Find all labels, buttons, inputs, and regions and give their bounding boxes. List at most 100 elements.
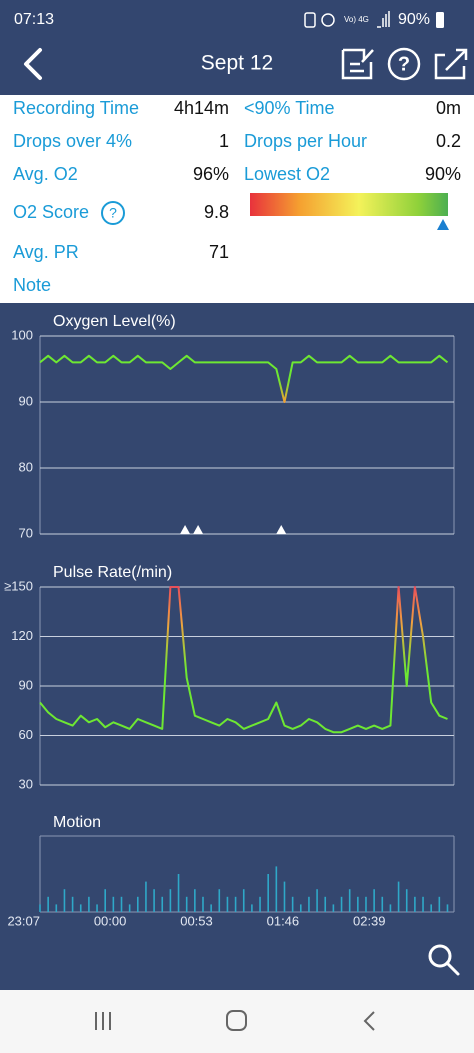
motion-bar bbox=[226, 896, 229, 912]
stat-value: 90% bbox=[425, 164, 461, 184]
y-tick-label: 120 bbox=[11, 628, 33, 643]
stat-label: Note bbox=[13, 275, 51, 295]
motion-bar bbox=[218, 889, 221, 912]
clock: 07:13 bbox=[14, 11, 54, 28]
motion-bar bbox=[185, 896, 188, 912]
motion-bar bbox=[291, 896, 294, 912]
nav-recents[interactable] bbox=[95, 1012, 111, 1030]
share-button[interactable] bbox=[434, 48, 468, 80]
motion-bar bbox=[251, 904, 253, 912]
motion-bar bbox=[120, 896, 123, 912]
note-button[interactable] bbox=[341, 48, 374, 80]
chart-title: Pulse Rate(/min) bbox=[53, 564, 172, 581]
y-tick-label: 100 bbox=[11, 327, 33, 342]
svg-text:?: ? bbox=[109, 205, 117, 221]
motion-bar bbox=[397, 881, 400, 912]
stat-label: Recording Time bbox=[13, 98, 139, 118]
motion-bar bbox=[357, 896, 359, 912]
stat-label: Lowest O2 bbox=[244, 164, 330, 184]
status-icons bbox=[304, 11, 390, 28]
motion-bar bbox=[267, 874, 269, 912]
back-button[interactable] bbox=[24, 48, 42, 80]
motion-bar bbox=[63, 889, 66, 912]
motion-bar bbox=[348, 889, 351, 912]
stat-value: 4h14m bbox=[174, 98, 229, 118]
y-tick-label: ≥150 bbox=[4, 578, 33, 593]
header-title: Sept 12 bbox=[201, 52, 273, 75]
o2-score-help[interactable]: ? bbox=[101, 201, 125, 225]
chart-title: Oxygen Level(%) bbox=[53, 313, 176, 330]
svg-text:?: ? bbox=[398, 53, 410, 75]
motion-bar bbox=[169, 889, 172, 912]
battery-icon bbox=[436, 12, 444, 28]
motion-bar bbox=[96, 904, 98, 912]
motion-bar bbox=[234, 896, 237, 912]
motion-bar bbox=[47, 896, 49, 912]
motion-bar bbox=[145, 881, 147, 912]
stat-label: Drops over 4% bbox=[13, 131, 132, 151]
o2-color-scale bbox=[250, 193, 448, 216]
motion-bar bbox=[112, 896, 115, 912]
motion-bar bbox=[283, 881, 286, 912]
y-tick-label: 80 bbox=[19, 459, 33, 474]
stat-label: <90% Time bbox=[244, 98, 335, 118]
motion-bar bbox=[128, 904, 131, 912]
motion-bar bbox=[438, 896, 441, 912]
motion-bar bbox=[259, 896, 261, 912]
motion-bar bbox=[373, 889, 375, 912]
stat-value: 1 bbox=[219, 131, 229, 151]
nav-home[interactable] bbox=[226, 1010, 247, 1031]
y-tick-label: 90 bbox=[19, 677, 33, 692]
motion-bar bbox=[446, 904, 449, 912]
motion-bar bbox=[71, 896, 74, 912]
motion-bar bbox=[39, 904, 41, 912]
drop-marker bbox=[180, 525, 191, 534]
help-button[interactable]: ? bbox=[387, 47, 421, 81]
stats: Recording Time 4h14m Drops over 4% 1 Avg. O2… bbox=[13, 98, 461, 295]
series-line bbox=[39, 354, 449, 403]
stat-label: Drops per Hour bbox=[244, 131, 367, 151]
motion-bar bbox=[389, 904, 392, 912]
nav-back[interactable] bbox=[363, 1011, 375, 1031]
motion-bar bbox=[332, 904, 335, 912]
drop-marker bbox=[193, 525, 204, 534]
zoom-button[interactable] bbox=[428, 944, 460, 976]
scale-pointer bbox=[437, 219, 449, 230]
motion-bar bbox=[275, 866, 278, 912]
stat-label: Avg. O2 bbox=[13, 164, 78, 184]
motion-bar bbox=[177, 874, 180, 912]
motion-bar bbox=[381, 896, 384, 912]
y-tick-label: 30 bbox=[19, 776, 33, 791]
stat-value: 0.2 bbox=[436, 131, 461, 151]
stat-value: 96% bbox=[193, 164, 229, 184]
motion-bar bbox=[136, 896, 139, 912]
motion-bar bbox=[210, 904, 212, 912]
motion-bar bbox=[316, 889, 318, 912]
motion-bar bbox=[430, 904, 432, 912]
motion-bar bbox=[153, 889, 155, 912]
series-line bbox=[39, 586, 448, 734]
nav-bar bbox=[0, 990, 474, 1053]
motion-bar bbox=[422, 896, 424, 912]
motion-bar bbox=[405, 889, 408, 912]
motion-bar bbox=[308, 896, 310, 912]
x-tick-label: 02:39 bbox=[353, 913, 386, 928]
battery: 90% bbox=[398, 11, 430, 28]
motion-bar bbox=[242, 889, 245, 912]
chart-title: Motion bbox=[53, 814, 101, 831]
y-tick-label: 70 bbox=[19, 525, 33, 540]
x-tick-label: 00:53 bbox=[180, 913, 213, 928]
y-tick-label: 90 bbox=[19, 393, 33, 408]
charts: Oxygen Level(%) 70 80 90 100 Pulse Rate(/min)… bbox=[4, 313, 455, 928]
x-tick-label: 23:07 bbox=[7, 913, 40, 928]
x-tick-label: 00:00 bbox=[94, 913, 127, 928]
motion-bar bbox=[55, 904, 58, 912]
motion-bar bbox=[340, 896, 343, 912]
motion-bar bbox=[202, 896, 204, 912]
x-tick-label: 01:46 bbox=[267, 913, 300, 928]
y-tick-label: 60 bbox=[19, 727, 33, 742]
motion-bar bbox=[324, 896, 327, 912]
stat-value: 71 bbox=[209, 242, 229, 262]
